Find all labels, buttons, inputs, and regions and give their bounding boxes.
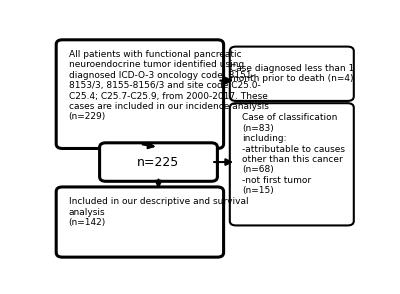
Text: Case of classification
(n=83)
including:
-attributable to causes
other than this: Case of classification (n=83) including:…	[242, 113, 345, 195]
Text: All patients with functional pancreatic
neuroendocrine tumor identified using
di: All patients with functional pancreatic …	[69, 50, 268, 121]
Text: Case diagnosed less than 1
month prior to death (n=4): Case diagnosed less than 1 month prior t…	[230, 64, 354, 83]
FancyBboxPatch shape	[56, 187, 224, 257]
FancyBboxPatch shape	[56, 40, 224, 148]
Text: Included in our descriptive and survival
analysis
(n=142): Included in our descriptive and survival…	[69, 197, 248, 227]
FancyBboxPatch shape	[100, 143, 218, 181]
FancyBboxPatch shape	[230, 103, 354, 225]
FancyBboxPatch shape	[230, 46, 354, 101]
Text: n=225: n=225	[137, 156, 180, 168]
